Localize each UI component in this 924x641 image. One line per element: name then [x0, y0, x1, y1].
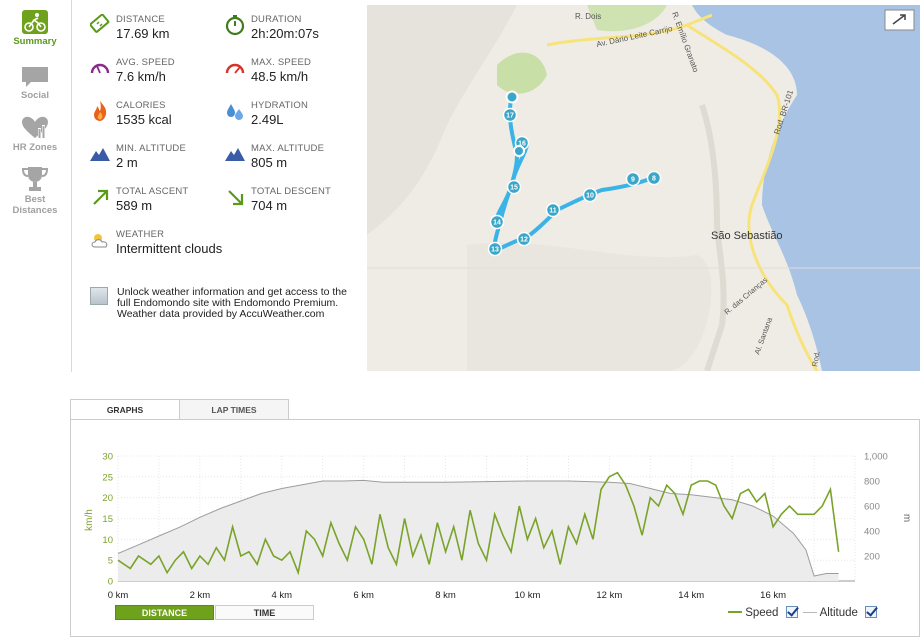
legend-label: Altitude [819, 607, 858, 619]
nav-label: Best Distances [12, 194, 58, 216]
premium-image-icon [90, 287, 108, 305]
legend-swatch [803, 612, 817, 613]
mountain-icon [90, 148, 110, 161]
ruler-icon [90, 14, 110, 33]
nav-social[interactable]: Social [0, 66, 70, 101]
legend-swatch [728, 611, 742, 613]
route-marker[interactable] [506, 179, 522, 195]
route-marker-label: 16 [518, 141, 526, 148]
speed-checkbox[interactable] [785, 606, 798, 618]
route-marker-label: 8 [652, 176, 656, 183]
weather-credit: Weather data provided by AccuWeather.com [117, 308, 325, 320]
route-marker-label: 12 [520, 237, 528, 244]
toggle-time[interactable]: TIME [215, 605, 314, 620]
side-nav: Summary Social HR Zones Best Distances [0, 0, 72, 372]
stat-value: 805 m [251, 155, 288, 170]
stat-value: 2 m [116, 155, 138, 170]
nav-label: HR Zones [12, 142, 58, 153]
nav-label: Summary [13, 36, 57, 47]
speech-bubble-icon [22, 67, 48, 87]
speedometer-avg-icon [90, 63, 110, 74]
mountain-icon [225, 148, 245, 161]
road-main [546, 13, 713, 47]
tab-lap-times[interactable]: LAP TIMES [179, 399, 289, 420]
stat-label: AVG. SPEED [116, 57, 175, 68]
cloud-sun-icon [91, 234, 108, 248]
stopwatch-icon [225, 15, 245, 36]
route-marker[interactable] [545, 202, 561, 218]
toggle-distance[interactable]: DISTANCE [115, 605, 214, 620]
route-marker-label: 9 [631, 177, 635, 184]
stat-value: 7.6 km/h [116, 69, 166, 84]
stat-value: 1535 kcal [116, 112, 172, 127]
stat-label: MIN. ALTITUDE [116, 143, 186, 154]
stat-value: 2.49L [251, 112, 284, 127]
route-marker[interactable] [582, 187, 598, 203]
route-marker-label: 15 [510, 185, 518, 192]
stat-label: CALORIES [116, 100, 166, 111]
terrain-shade [467, 242, 712, 371]
stat-value: 2h:20m:07s [251, 26, 319, 41]
route-marker-label: 13 [491, 247, 499, 254]
sea [692, 5, 920, 371]
road-highway [686, 23, 819, 371]
stat-label: TOTAL DESCENT [251, 186, 332, 197]
legend-altitude[interactable]: Altitude [803, 606, 878, 619]
route-marker[interactable] [502, 107, 518, 123]
route-marker-label: 17 [506, 113, 514, 120]
stat-label: HYDRATION [251, 100, 309, 111]
speedometer-max-icon [225, 63, 245, 74]
park-area [587, 5, 667, 32]
park-area [497, 52, 547, 94]
map-label-street: R. Dois [575, 12, 601, 21]
stat-label: MAX. SPEED [251, 57, 312, 68]
stat-value: 589 m [116, 198, 153, 213]
coast-urban [699, 104, 727, 371]
expand-icon [892, 14, 906, 25]
tab-graphs[interactable]: GRAPHS [70, 399, 180, 420]
route-marker[interactable] [489, 214, 505, 230]
route-marker[interactable] [516, 231, 532, 247]
altitude-checkbox[interactable] [865, 606, 878, 618]
legend-label: Speed [745, 607, 779, 619]
route-marker-label: 14 [493, 220, 501, 227]
stat-value: 17.69 km [116, 26, 170, 41]
nav-label: Social [21, 90, 49, 101]
water-drops-icon [227, 104, 243, 120]
weather-value: Intermittent clouds [116, 241, 223, 256]
nav-summary[interactable]: Summary [0, 10, 70, 47]
heart-chart-icon [22, 116, 48, 138]
nav-hr-zones[interactable]: HR Zones [0, 116, 70, 153]
nav-best-distances[interactable]: Best Distances [0, 166, 70, 216]
route-marker-label: 11 [549, 208, 557, 215]
arrow-up-right-icon [93, 189, 109, 205]
route-marker[interactable] [487, 241, 503, 257]
end-marker[interactable] [513, 145, 525, 157]
stat-label: DISTANCE [116, 14, 165, 25]
stat-label: TOTAL ASCENT [116, 186, 189, 197]
legend-speed[interactable]: Speed [728, 606, 798, 619]
terrain-shade [367, 5, 517, 235]
route-marker-label: 10 [586, 193, 594, 200]
flame-icon [94, 101, 107, 121]
map-label-city: São Sebastião [711, 230, 783, 242]
stat-label: WEATHER [116, 229, 165, 240]
route-marker[interactable] [646, 170, 662, 186]
route-line [492, 93, 659, 253]
stat-value: 704 m [251, 198, 288, 213]
map-label-street: Rod. [810, 350, 822, 367]
stat-label: MAX. ALTITUDE [251, 143, 325, 154]
route-map[interactable]: 17 16 15 14 13 12 11 10 9 8 R. Dois Av. Dário Lei… [367, 5, 920, 371]
stat-value: 48.5 km/h [251, 69, 309, 84]
promo-text[interactable]: Unlock weather information and get acces… [117, 286, 347, 309]
stat-label: DURATION [251, 14, 302, 25]
trophy-icon [21, 167, 49, 191]
start-marker[interactable] [505, 90, 519, 104]
arrow-down-right-icon [228, 190, 244, 206]
route-marker[interactable] [625, 171, 641, 187]
cyclist-icon [22, 10, 48, 34]
fullscreen-button[interactable] [884, 9, 915, 31]
